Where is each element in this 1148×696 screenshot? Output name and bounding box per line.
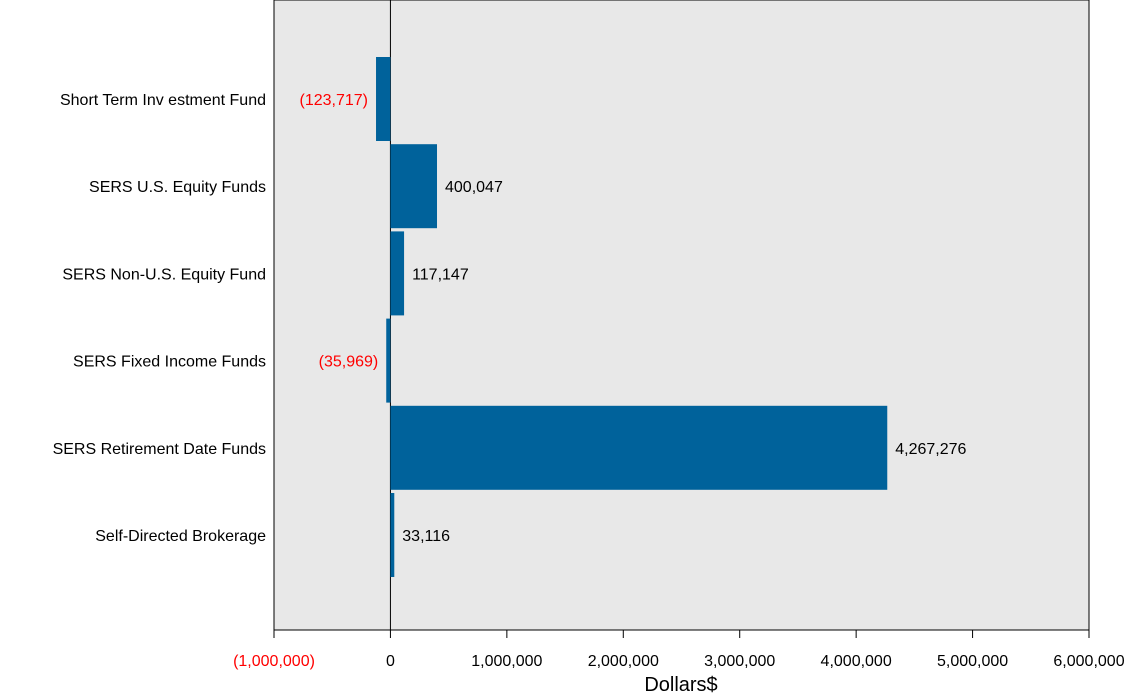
bars-group: [376, 57, 888, 577]
x-axis-title: Dollars$: [644, 674, 717, 696]
plot-area: [273, 0, 1090, 631]
category-label: SERS Fixed Income Funds: [73, 354, 266, 371]
data-label: 400,047: [445, 179, 503, 196]
bar: [390, 144, 438, 229]
data-label: 4,267,276: [895, 441, 966, 458]
category-label: SERS U.S. Equity Funds: [89, 179, 266, 196]
bar: [376, 57, 391, 141]
bar: [390, 405, 888, 490]
bar: [386, 318, 391, 403]
bar: [390, 493, 395, 577]
category-label: SERS Retirement Date Funds: [53, 441, 266, 458]
x-tick-label: (1,000,000): [233, 653, 315, 670]
x-tick-label: 4,000,000: [821, 653, 892, 670]
category-label: Self-Directed Brokerage: [95, 528, 266, 545]
value-labels: (123,717) 400,047 117,147 (35,969) 4,267,276…: [300, 92, 967, 545]
category-labels: Short Term Inv estment Fund SERS U.S. Equ…: [53, 92, 267, 545]
x-tick-label: 5,000,000: [937, 653, 1008, 670]
x-tick-label: 6,000,000: [1053, 653, 1124, 670]
data-label: (123,717): [300, 92, 369, 109]
category-label: Short Term Inv estment Fund: [60, 92, 266, 109]
data-label: (35,969): [319, 354, 379, 371]
x-tick-label: 2,000,000: [588, 653, 659, 670]
x-tick-label: 3,000,000: [704, 653, 775, 670]
category-label: SERS Non-U.S. Equity Fund: [62, 266, 266, 283]
data-label: 33,116: [402, 528, 450, 545]
bar: [390, 231, 405, 316]
x-axis-ticks: (1,000,000) 0 1,000,000 2,000,000 3,000,000 4…: [233, 630, 1125, 670]
x-tick-label: 1,000,000: [471, 653, 542, 670]
x-tick-label: 0: [386, 653, 395, 670]
data-label: 117,147: [412, 266, 469, 283]
